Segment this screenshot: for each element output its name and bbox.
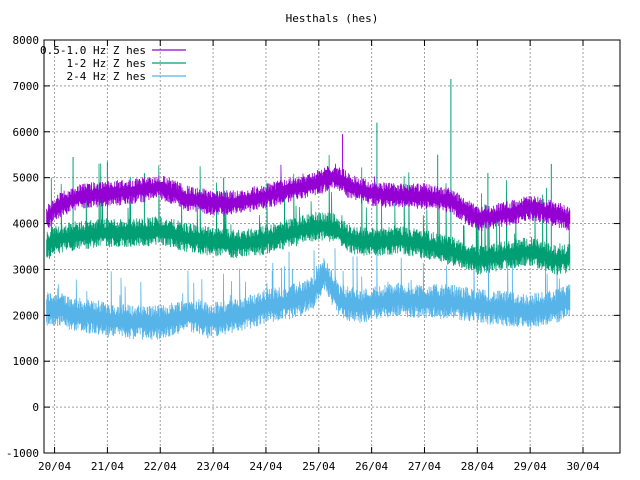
legend-label-1: 1-2 Hz Z hes (67, 57, 146, 70)
series-line-2 (46, 246, 571, 340)
legend-label-2: 2-4 Hz Z hes (67, 70, 146, 83)
x-tick-label: 26/04 (355, 460, 388, 473)
y-tick-label: 4000 (13, 218, 40, 231)
y-tick-label: 6000 (13, 126, 40, 139)
x-tick-label: 20/04 (38, 460, 71, 473)
series-layer (46, 79, 571, 340)
y-tick-label: 3000 (13, 263, 40, 276)
y-tick-label: 0 (32, 401, 39, 414)
y-tick-label: 1000 (13, 355, 40, 368)
y-tick-label: 7000 (13, 80, 40, 93)
x-tick-label: 25/04 (302, 460, 335, 473)
y-tick-label: -1000 (6, 447, 39, 460)
series-line-0 (46, 163, 571, 232)
y-tick-label: 2000 (13, 309, 40, 322)
x-tick-label: 27/04 (408, 460, 441, 473)
x-tick-label: 29/04 (514, 460, 547, 473)
y-tick-label: 5000 (13, 172, 40, 185)
series-line-1 (46, 154, 571, 275)
legend-label-0: 0.5-1.0 Hz Z hes (40, 44, 146, 57)
plot-frame (43, 39, 621, 454)
x-tick-label: 22/04 (144, 460, 177, 473)
x-tick-label: 24/04 (249, 460, 282, 473)
y-tick-label: 8000 (13, 34, 40, 47)
x-tick-label: 28/04 (461, 460, 494, 473)
x-tick-label: 21/04 (91, 460, 124, 473)
chart-title: Hesthals (hes) (286, 12, 379, 25)
series-0 (46, 134, 571, 232)
legend: 0.5-1.0 Hz Z hes 1-2 Hz Z hes 2-4 Hz Z h… (40, 44, 186, 83)
x-tick-label: 30/04 (566, 460, 599, 473)
x-tick-label: 23/04 (197, 460, 230, 473)
series-2 (46, 246, 571, 340)
axis-layer: -1000 0 1000 2000 3000 4000 5000 6000 7000 8000 20… (6, 34, 620, 473)
